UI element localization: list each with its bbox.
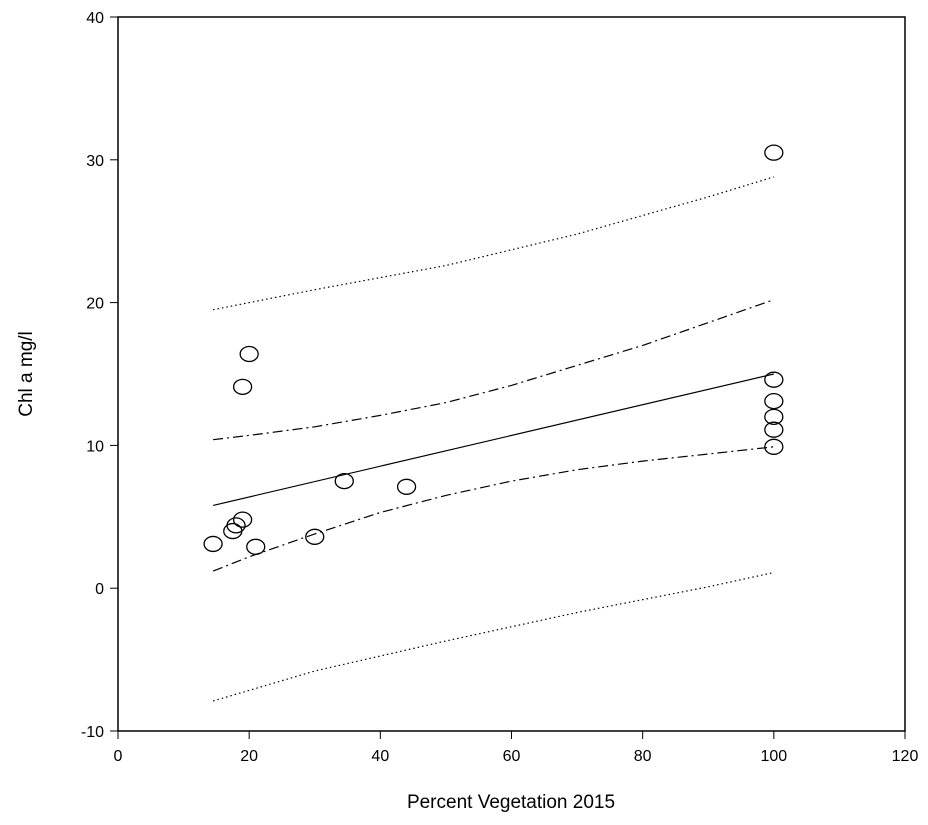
ticks-layer: 0 20 40 60 80 100 120 -10 0 10 20 30 40 xyxy=(81,10,919,765)
data-point xyxy=(232,511,253,528)
data-point xyxy=(226,517,246,534)
data-point xyxy=(334,472,354,490)
y-tick-label: 10 xyxy=(86,438,104,455)
x-axis-title: Percent Vegetation 2015 xyxy=(407,792,615,813)
x-tick-label: 20 xyxy=(240,748,258,765)
x-tick-label: 80 xyxy=(634,748,652,765)
plot-frame xyxy=(117,16,906,732)
data-point xyxy=(764,421,784,438)
x-tick-label: 0 xyxy=(114,748,123,765)
y-tick-label: 0 xyxy=(95,581,104,598)
y-tick-label: -10 xyxy=(81,724,104,741)
x-tick-label: 120 xyxy=(892,748,919,765)
y-tick-label: 30 xyxy=(86,153,104,170)
points-layer xyxy=(203,144,784,555)
confidence-band-upper xyxy=(213,299,774,441)
y-tick-label: 20 xyxy=(86,296,104,313)
y-axis-title: Chl a mg/l xyxy=(16,331,37,417)
bands-layer xyxy=(212,176,774,702)
data-point xyxy=(764,438,784,455)
data-point xyxy=(246,538,266,555)
data-point xyxy=(396,478,417,495)
x-tick-label: 60 xyxy=(503,748,521,765)
data-point xyxy=(305,528,325,545)
prediction-band-lower xyxy=(212,571,774,702)
data-point xyxy=(239,345,259,363)
data-point xyxy=(764,392,784,410)
x-tick-label: 40 xyxy=(371,748,389,765)
prediction-band-upper xyxy=(212,176,774,311)
x-tick-label: 100 xyxy=(760,748,787,765)
data-point xyxy=(203,535,223,553)
data-point xyxy=(764,371,784,388)
data-point xyxy=(764,144,784,161)
y-tick-label: 40 xyxy=(86,10,104,27)
data-point xyxy=(764,408,784,425)
data-point xyxy=(232,378,253,396)
regression-line xyxy=(212,373,774,506)
confidence-band-lower xyxy=(212,446,774,572)
